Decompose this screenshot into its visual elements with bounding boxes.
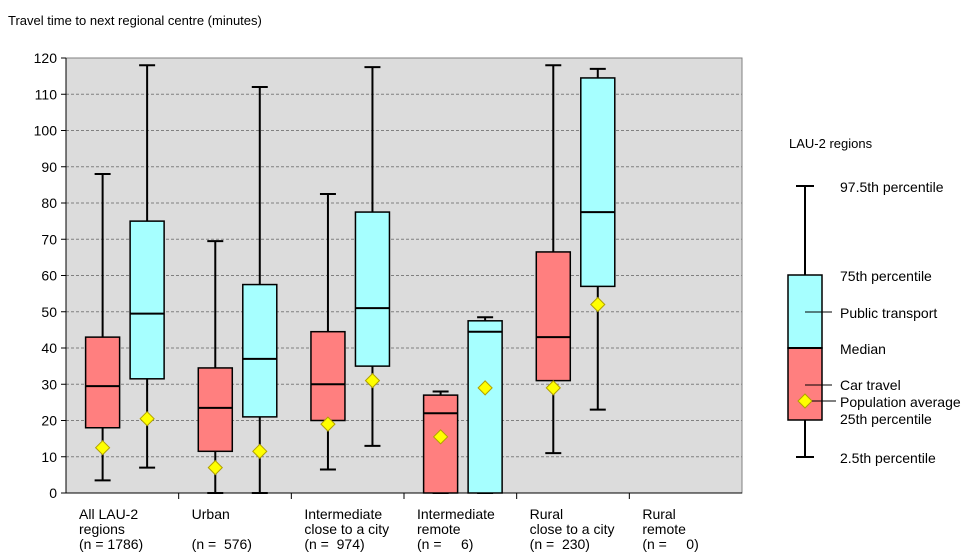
x-tick-label: remote xyxy=(642,521,686,537)
x-tick-label: close to a city xyxy=(304,521,389,537)
y-tick-label-20: 20 xyxy=(41,413,57,429)
grid-lines xyxy=(66,93,742,458)
x-tick-label: Intermediate xyxy=(417,506,495,522)
y-tick-label-70: 70 xyxy=(41,231,57,247)
x-tick-label: regions xyxy=(79,521,125,537)
legend-label-public: Public transport xyxy=(840,305,937,321)
x-tick-label: Rural xyxy=(530,506,563,522)
legend-label-mean: Population average xyxy=(840,394,961,410)
iqr-box xyxy=(242,283,278,418)
y-tick-label-50: 50 xyxy=(41,304,57,320)
y-tick-label-30: 30 xyxy=(41,376,57,392)
iqr-box xyxy=(535,251,572,382)
mean-marker xyxy=(139,410,155,427)
x-tick-label: (n = 1786) xyxy=(79,536,143,552)
legend-label-median: Median xyxy=(840,341,886,357)
x-tick-label: (n = 6) xyxy=(417,536,473,552)
x-tick-label: close to a city xyxy=(530,521,615,537)
mean-marker xyxy=(477,380,493,396)
box-public-0 xyxy=(129,64,165,469)
legend-box-car xyxy=(787,347,823,421)
iqr-box xyxy=(84,336,121,429)
x-tick-label: (n = 230) xyxy=(530,536,590,552)
x-tick-label: Urban xyxy=(192,506,230,522)
iqr-box xyxy=(580,77,616,288)
box-series xyxy=(84,64,616,494)
legend-label-p75: 75th percentile xyxy=(840,268,932,284)
mean-marker xyxy=(364,372,381,389)
y-tick-label-120: 120 xyxy=(34,50,58,66)
x-tick-label: Intermediate xyxy=(304,506,382,522)
mean-marker xyxy=(432,429,449,445)
iqr-box xyxy=(310,330,346,422)
legend-title: LAU-2 regions xyxy=(789,136,873,151)
x-tick-label: (n = 974) xyxy=(304,536,364,552)
legend-label-p025: 2.5th percentile xyxy=(840,450,936,466)
iqr-box xyxy=(354,211,391,367)
legend: LAU-2 regions 97.5th percentile 75th per… xyxy=(787,136,961,466)
box-car-0 xyxy=(84,173,121,482)
iqr-box xyxy=(197,367,234,453)
x-tick-label: Rural xyxy=(642,506,675,522)
mean-marker xyxy=(94,439,111,456)
legend-label-car: Car travel xyxy=(840,377,901,393)
box-car-2 xyxy=(310,192,346,471)
y-tick-label-100: 100 xyxy=(34,123,58,139)
box-public-2 xyxy=(354,66,391,447)
x-tick-label: (n = 576) xyxy=(192,536,252,552)
mean-marker xyxy=(320,416,336,432)
x-tick-label: (n = 0) xyxy=(642,536,698,552)
box-car-3 xyxy=(422,390,459,494)
mean-marker xyxy=(252,443,268,460)
y-tick-label-10: 10 xyxy=(41,449,57,465)
y-tick-label-0: 0 xyxy=(49,485,57,501)
mean-marker xyxy=(545,380,561,396)
legend-label-p975: 97.5th percentile xyxy=(840,179,944,195)
y-axis: 0 10 20 30 40 50 60 70 80 90 100 110 120 xyxy=(34,50,67,501)
y-tick-label-90: 90 xyxy=(41,159,57,175)
iqr-box xyxy=(129,220,165,380)
chart-title: Travel time to next regional centre (min… xyxy=(8,13,262,28)
box-public-1 xyxy=(242,86,278,494)
legend-mean-marker xyxy=(797,393,813,409)
x-tick-label: remote xyxy=(417,521,461,537)
mean-marker xyxy=(207,459,223,476)
y-tick-label-60: 60 xyxy=(41,268,57,284)
mean-marker xyxy=(590,296,606,313)
legend-label-p25: 25th percentile xyxy=(840,411,932,427)
y-tick-label-40: 40 xyxy=(41,340,57,356)
y-tick-label-110: 110 xyxy=(35,86,58,102)
iqr-box xyxy=(467,320,503,494)
box-public-3 xyxy=(467,316,503,494)
box-car-1 xyxy=(197,240,234,494)
x-tick-label: All LAU-2 xyxy=(79,506,138,522)
box-public-4 xyxy=(580,67,616,411)
y-tick-label-80: 80 xyxy=(41,195,57,211)
box-car-4 xyxy=(535,64,572,455)
